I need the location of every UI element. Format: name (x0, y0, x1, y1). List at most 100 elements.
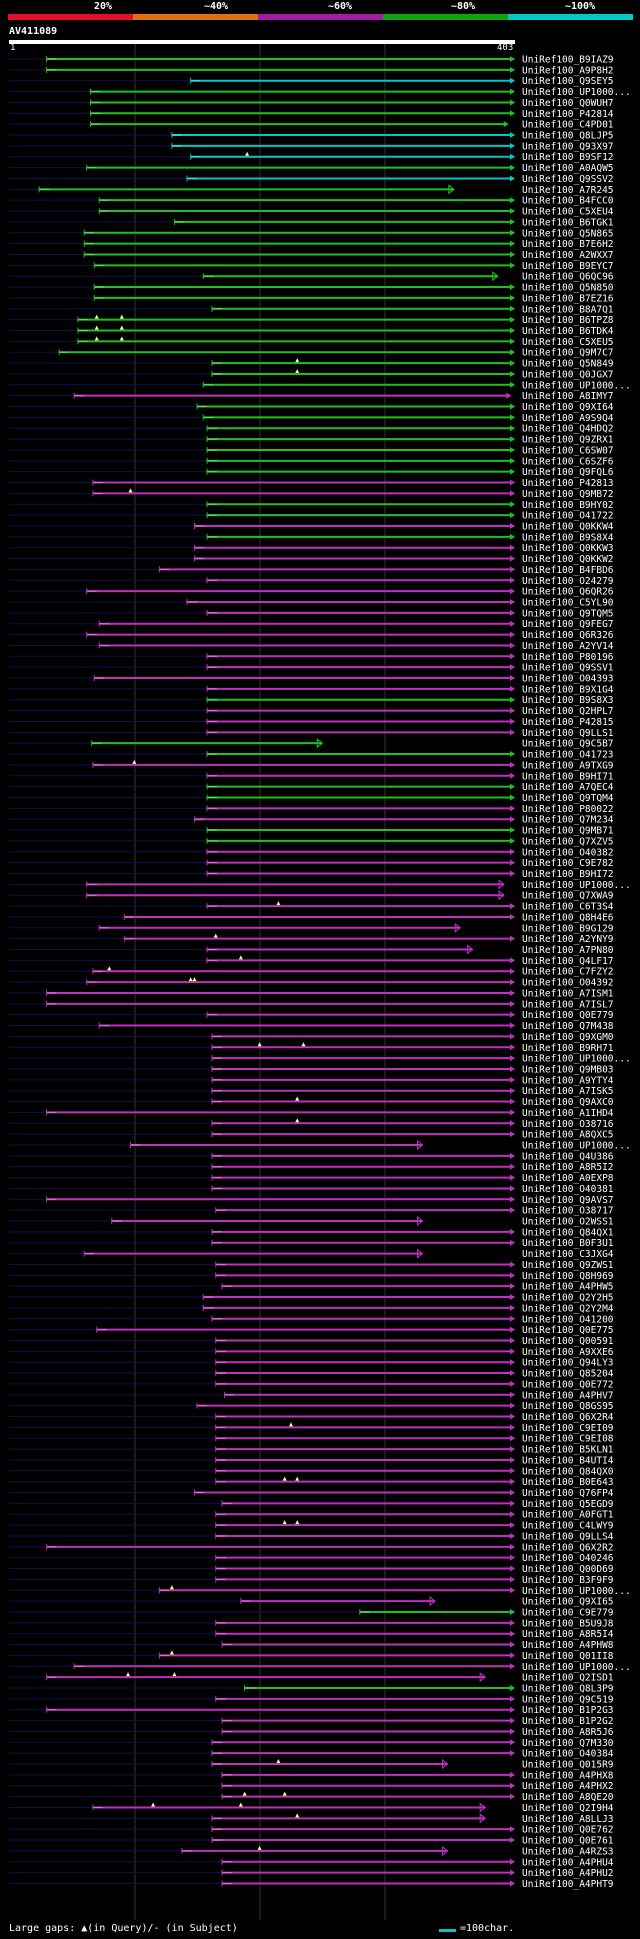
hit-row[interactable]: UniRef100_Q8GS95 (9, 1401, 614, 1412)
hit-row[interactable]: UniRef100_B9X1G4 (9, 684, 614, 695)
hit-row[interactable]: UniRef100_Q9FQL6 (9, 467, 614, 478)
hit-name[interactable]: UniRef100_Q01II8 (522, 1651, 614, 1662)
hit-row[interactable]: UniRef100_Q5EGD9 (9, 1499, 614, 1510)
hit-name[interactable]: UniRef100_A9P8H2 (522, 65, 614, 76)
hit-name[interactable]: UniRef100_O40246 (522, 1553, 614, 1564)
hit-name[interactable]: UniRef100_C6T3S4 (522, 902, 614, 913)
hit-name[interactable]: UniRef100_A7R245 (522, 185, 614, 196)
hit-name[interactable]: UniRef100_Q6QC96 (522, 272, 614, 283)
hit-row[interactable]: UniRef100_UP1000... (9, 1662, 631, 1673)
hit-name[interactable]: UniRef100_O04392 (522, 978, 614, 989)
hit-name[interactable]: UniRef100_Q0KKW4 (522, 521, 614, 532)
hit-name[interactable]: UniRef100_O41200 (522, 1314, 614, 1325)
hit-name[interactable]: UniRef100_B9X1G4 (522, 684, 614, 695)
hit-row[interactable]: UniRef100_A4PHW8 (9, 1640, 614, 1651)
hit-row[interactable]: UniRef100_B9HI71 (9, 771, 614, 782)
hit-name[interactable]: UniRef100_B9HI71 (522, 771, 614, 782)
hit-row[interactable]: UniRef100_Q9XI65 (9, 1596, 614, 1608)
hit-name[interactable]: UniRef100_B9S8X4 (522, 532, 614, 543)
hit-name[interactable]: UniRef100_O38717 (522, 1206, 614, 1217)
hit-row[interactable]: UniRef100_Q8H969 (9, 1271, 614, 1282)
hit-row[interactable]: UniRef100_Q5N865 (9, 228, 614, 239)
hit-name[interactable]: UniRef100_B9EYC7 (522, 261, 614, 272)
hit-name[interactable]: UniRef100_Q94LY3 (522, 1358, 614, 1369)
hit-name[interactable]: UniRef100_Q0E761 (522, 1836, 614, 1847)
hit-row[interactable]: UniRef100_Q9MB72 (9, 488, 614, 500)
hit-row[interactable]: UniRef100_C9E779 (9, 1607, 614, 1618)
hit-name[interactable]: UniRef100_Q0E775 (522, 1325, 614, 1336)
hit-name[interactable]: UniRef100_C7FZY2 (522, 967, 614, 978)
hit-row[interactable]: UniRef100_P80196 (9, 652, 614, 663)
hit-row[interactable]: UniRef100_Q8LJP5 (9, 131, 614, 142)
hit-name[interactable]: UniRef100_Q9XI65 (522, 1597, 614, 1608)
hit-name[interactable]: UniRef100_UP1000... (522, 1586, 631, 1597)
hit-name[interactable]: UniRef100_Q8GS95 (522, 1401, 614, 1412)
hit-row[interactable]: UniRef100_C4PD01 (9, 120, 614, 131)
hit-row[interactable]: UniRef100_Q9ZRX1 (9, 435, 614, 446)
hit-name[interactable]: UniRef100_Q2ISD1 (522, 1673, 614, 1684)
hit-name[interactable]: UniRef100_Q4LF17 (522, 956, 614, 967)
hit-row[interactable]: UniRef100_Q2I9H4 (9, 1802, 614, 1814)
hit-name[interactable]: UniRef100_UP1000... (522, 1054, 631, 1065)
hit-name[interactable]: UniRef100_A8LLJ3 (522, 1814, 614, 1825)
hit-row[interactable]: UniRef100_B6TPZ8 (9, 314, 614, 327)
hit-row[interactable]: UniRef100_Q9LLS1 (9, 728, 614, 739)
hit-name[interactable]: UniRef100_Q9AXC0 (522, 1097, 614, 1108)
hit-name[interactable]: UniRef100_Q0E779 (522, 1010, 614, 1021)
hit-row[interactable]: UniRef100_O38716 (9, 1118, 614, 1130)
hit-name[interactable]: UniRef100_B9G129 (522, 923, 614, 934)
hit-name[interactable]: UniRef100_Q5EGD9 (522, 1499, 614, 1510)
hit-row[interactable]: UniRef100_B9G129 (9, 922, 614, 934)
hit-row[interactable]: UniRef100_A7ISL7 (9, 999, 614, 1010)
hit-name[interactable]: UniRef100_C5YL90 (522, 598, 614, 609)
hit-row[interactable]: UniRef100_B6TGK1 (9, 217, 614, 228)
hit-row[interactable]: UniRef100_B1P2G3 (9, 1705, 614, 1716)
hit-name[interactable]: UniRef100_O04393 (522, 674, 614, 685)
hit-row[interactable]: UniRef100_Q6X2R2 (9, 1542, 614, 1553)
hit-row[interactable]: UniRef100_Q0E779 (9, 1010, 614, 1021)
hit-row[interactable]: UniRef100_Q0KKW2 (9, 554, 614, 565)
hit-row[interactable]: UniRef100_UP1000... (9, 380, 631, 391)
hit-row[interactable]: UniRef100_Q9C519 (9, 1694, 614, 1705)
hit-name[interactable]: UniRef100_P42814 (522, 109, 614, 120)
hit-name[interactable]: UniRef100_B5KLN1 (522, 1445, 614, 1456)
hit-row[interactable]: UniRef100_A8QXC5 (9, 1130, 614, 1141)
hit-row[interactable]: UniRef100_Q0KKW3 (9, 543, 614, 554)
hit-name[interactable]: UniRef100_Q9C519 (522, 1694, 614, 1705)
hit-name[interactable]: UniRef100_A4PHV7 (522, 1390, 614, 1401)
hit-name[interactable]: UniRef100_C9E779 (522, 1607, 614, 1618)
hit-row[interactable]: UniRef100_C4LWY9 (9, 1520, 614, 1532)
hit-name[interactable]: UniRef100_O41722 (522, 511, 614, 522)
hit-name[interactable]: UniRef100_O40381 (522, 1184, 614, 1195)
hit-row[interactable]: UniRef100_A7ISK5 (9, 1086, 614, 1097)
hit-row[interactable]: UniRef100_Q5N849 (9, 358, 614, 370)
hit-name[interactable]: UniRef100_Q9MB71 (522, 826, 614, 837)
hit-row[interactable]: UniRef100_B7EZ16 (9, 293, 614, 304)
hit-row[interactable]: UniRef100_O40382 (9, 847, 614, 858)
hit-name[interactable]: UniRef100_A4PHW8 (522, 1640, 614, 1651)
hit-row[interactable]: UniRef100_Q01II8 (9, 1650, 614, 1662)
hit-row[interactable]: UniRef100_B0E643 (9, 1476, 614, 1489)
hit-name[interactable]: UniRef100_Q0JGX7 (522, 369, 614, 380)
hit-row[interactable]: UniRef100_A0AQW5 (9, 163, 614, 174)
hit-row[interactable]: UniRef100_O04392 (9, 977, 614, 989)
hit-row[interactable]: UniRef100_C9EI08 (9, 1434, 614, 1445)
hit-row[interactable]: UniRef100_B6TDK4 (9, 325, 614, 338)
hit-row[interactable]: UniRef100_B5U9J8 (9, 1618, 614, 1629)
hit-name[interactable]: UniRef100_C6SZF6 (522, 456, 614, 467)
hit-name[interactable]: UniRef100_A7ISM1 (522, 988, 614, 999)
hit-name[interactable]: UniRef100_A2YNY9 (522, 934, 614, 945)
hit-name[interactable]: UniRef100_B7EZ16 (522, 293, 614, 304)
hit-row[interactable]: UniRef100_A9S9Q4 (9, 413, 614, 424)
hit-row[interactable]: UniRef100_Q0E772 (9, 1379, 614, 1390)
hit-name[interactable]: UniRef100_Q6R326 (522, 630, 614, 641)
hit-name[interactable]: UniRef100_Q0WUH7 (522, 98, 614, 109)
hit-row[interactable]: UniRef100_Q8H4E6 (9, 912, 614, 923)
hit-name[interactable]: UniRef100_UP1000... (522, 380, 631, 391)
hit-name[interactable]: UniRef100_Q4U386 (522, 1151, 614, 1162)
hit-row[interactable]: UniRef100_A4PHX2 (9, 1781, 614, 1792)
hit-name[interactable]: UniRef100_Q8H4E6 (522, 912, 614, 923)
hit-row[interactable]: UniRef100_A7PN80 (9, 944, 614, 956)
hit-row[interactable]: UniRef100_B5KLN1 (9, 1445, 614, 1456)
hit-name[interactable]: UniRef100_C4LWY9 (522, 1521, 614, 1532)
